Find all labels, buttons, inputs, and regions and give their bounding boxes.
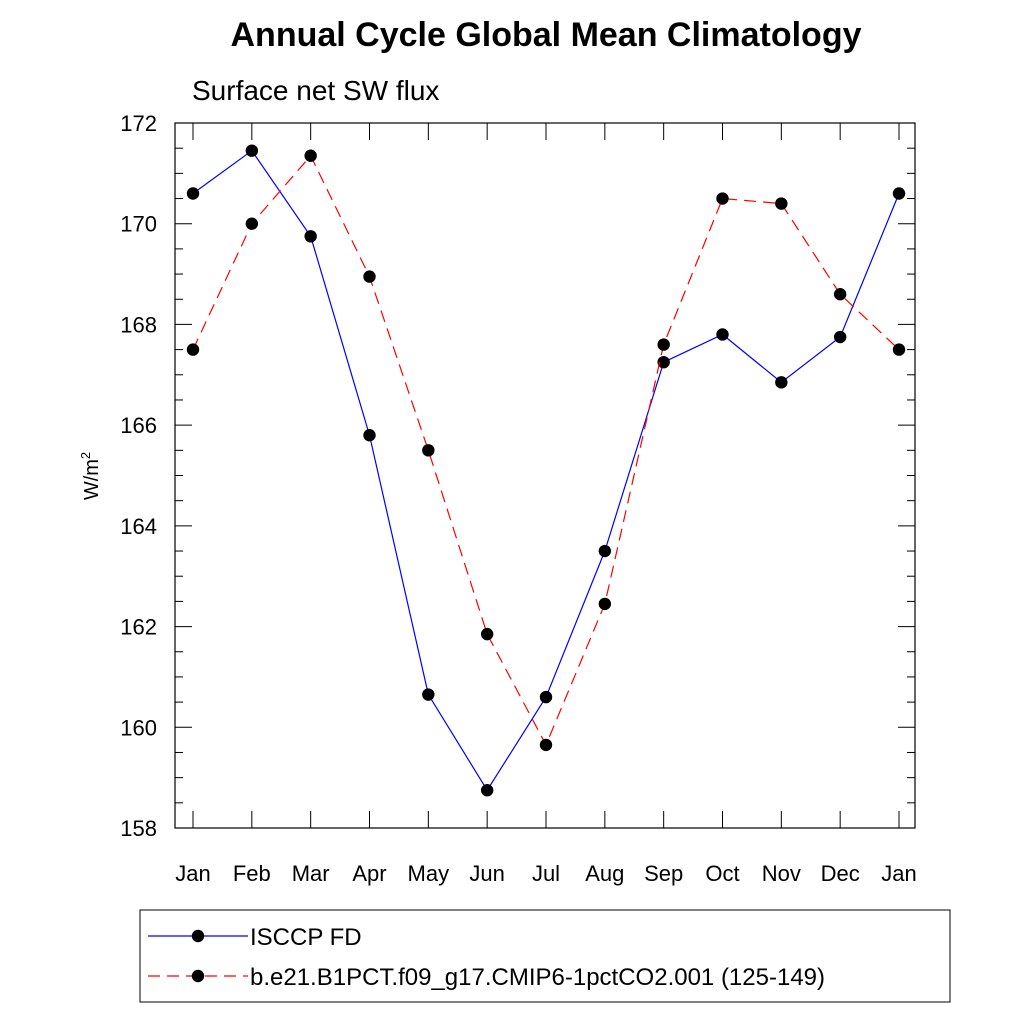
y-tick-label: 162 (120, 615, 157, 640)
series-1-point (422, 688, 435, 701)
series-1-point (657, 355, 670, 369)
series-2-point (363, 270, 376, 283)
legend-marker-2 (191, 969, 205, 983)
x-tick-label: Oct (705, 861, 739, 886)
x-tick-label: Mar (292, 861, 330, 886)
x-tick-label: Feb (233, 861, 271, 886)
y-axis-label: W/m2 (78, 452, 103, 500)
legend-label-1: ISCCP FD (250, 924, 362, 951)
series-1-point (598, 544, 612, 558)
series-1-point (245, 144, 259, 157)
plot-area-frame (174, 122, 916, 829)
y-tick-label: 172 (120, 111, 157, 136)
y-tick-label: 166 (120, 413, 157, 438)
x-tick-label: Dec (821, 861, 860, 886)
series-2-point (598, 597, 612, 611)
y-axis: 158 160 162 164 166 168 170 172 (120, 111, 915, 841)
series-2-point (245, 217, 259, 230)
series-2-point (716, 192, 729, 205)
series-1-point (833, 330, 847, 344)
y-axis-label-superscript: 2 (78, 452, 93, 459)
y-tick-label: 168 (120, 312, 157, 337)
series-2-point (186, 343, 200, 356)
x-tick-label: Aug (585, 861, 624, 886)
x-tick-label: Nov (762, 861, 801, 886)
legend-box (139, 909, 951, 1003)
y-axis-label-group: W/m2 (78, 452, 103, 500)
series-1-point (716, 328, 729, 341)
series-2-point (539, 738, 553, 752)
series-1-point (480, 784, 494, 797)
series-layer (186, 144, 906, 797)
series-1-point (304, 230, 317, 243)
x-tick-label: Jan (175, 861, 210, 886)
series-1-point (539, 690, 553, 704)
y-axis-label-text: W/m (81, 459, 103, 500)
y-tick-label: 170 (120, 212, 157, 237)
x-tick-label: Apr (352, 861, 386, 886)
x-axis: Jan Feb Mar Apr May Jun Jul Aug Sep Oct Nov Dec Jan (175, 123, 917, 886)
series-1-point (775, 376, 788, 389)
y-tick-label: 158 (120, 816, 157, 841)
series-2-point (422, 444, 435, 457)
series-2-point (304, 149, 317, 162)
series-line-2 (192, 154, 900, 747)
y-tick-label: 164 (120, 514, 157, 539)
series-2-point (775, 197, 788, 210)
series-2-point (833, 288, 847, 301)
x-tick-label: Jun (469, 861, 504, 886)
series-1-point (892, 187, 906, 200)
x-tick-label: May (408, 861, 450, 886)
x-tick-label: Sep (644, 861, 683, 886)
chart-subtitle: Surface net SW flux (192, 75, 439, 106)
x-tick-label: Jan (881, 861, 916, 886)
legend-marker-1 (191, 929, 205, 943)
series-2-point (480, 627, 494, 641)
y-tick-label: 160 (120, 715, 157, 740)
series-2-point (892, 343, 906, 356)
x-tick-label: Jul (532, 861, 560, 886)
series-1-point (363, 429, 376, 442)
series-1-point (186, 187, 200, 200)
series-2-point (657, 338, 670, 351)
legend-label-2: b.e21.B1PCT.f09_g17.CMIP6-1pctCO2.001 (1… (250, 964, 825, 991)
legend: ISCCP FD b.e21.B1PCT.f09_g17.CMIP6-1pctCO… (148, 924, 825, 991)
chart-title: Annual Cycle Global Mean Climatology (231, 16, 862, 54)
